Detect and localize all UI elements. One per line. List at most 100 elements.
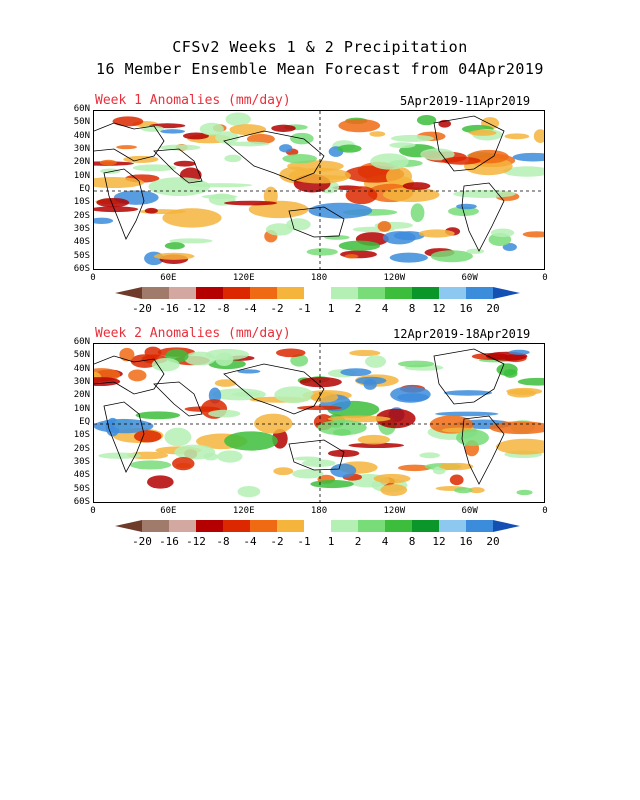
coastline: [461, 415, 505, 485]
lat-tick-label: 50N: [73, 350, 90, 361]
anomaly-blob: [217, 450, 243, 463]
anomaly-blob: [495, 438, 544, 455]
colorbar-swatch: [493, 520, 520, 532]
anomaly-blob: [172, 457, 195, 471]
colorbar-swatch: [115, 287, 142, 299]
anomaly-blob: [208, 409, 241, 418]
colorbar-label: 4: [381, 302, 389, 315]
anomaly-field: [94, 344, 544, 502]
lon-tick-label: 0: [90, 506, 96, 516]
anomaly-blob: [299, 376, 342, 388]
anomaly-blob: [369, 131, 386, 137]
lon-tick-label: 120W: [383, 506, 406, 516]
anomaly-blob: [224, 431, 278, 451]
anomaly-blob: [225, 112, 251, 126]
anomaly-blob: [133, 430, 162, 443]
anomaly-blob: [357, 434, 391, 445]
lon-tick-label: 0: [90, 273, 96, 283]
anomaly-blob: [164, 242, 185, 250]
lat-tick-label: 20N: [73, 157, 90, 168]
anomaly-blob: [164, 427, 192, 447]
coastline: [433, 115, 505, 172]
anomaly-blob: [468, 129, 497, 136]
colorbar-label: -2: [270, 535, 284, 548]
lat-tick-label: 10S: [73, 197, 90, 208]
anomaly-blob: [439, 462, 474, 471]
lat-tick-label: 10N: [73, 403, 90, 414]
anomaly-blob: [237, 485, 261, 498]
anomaly-blob: [345, 186, 378, 205]
colorbar-label: 8: [408, 535, 416, 548]
anomaly-blob: [377, 221, 392, 232]
lat-tick-label: 40N: [73, 130, 90, 141]
colorbar-swatch: [196, 520, 223, 532]
colorbar-swatch: [493, 287, 520, 299]
lon-tick-label: 180: [310, 506, 328, 516]
colorbar-swatch: [250, 520, 277, 532]
coastline: [461, 182, 505, 252]
anomaly-blob: [275, 348, 306, 358]
anomaly-blob: [265, 223, 293, 236]
anomaly-blob: [159, 144, 201, 151]
anomaly-blob: [443, 390, 493, 396]
anomaly-blob: [533, 129, 544, 143]
colorbar-swatch: [196, 287, 223, 299]
coastline: [433, 348, 505, 405]
panel-week2-title: Week 2 Anomalies (mm/day): [95, 326, 291, 341]
colorbar-week2: -20 -16 -12 -8 -4 -2 -1 1 2 4 8 12 16 20: [115, 520, 520, 548]
lat-tick-label: 20S: [73, 443, 90, 454]
lat-tick-label: 60N: [73, 104, 90, 114]
colorbar-swatches: [115, 287, 520, 299]
lon-tick-label: 60E: [160, 506, 177, 516]
anomaly-blob: [306, 248, 338, 256]
coastline: [153, 148, 203, 184]
anomaly-blob: [516, 489, 533, 496]
panel-week1-title: Week 1 Anomalies (mm/day): [95, 93, 291, 108]
anomaly-blob: [390, 134, 435, 142]
anomaly-blob: [229, 124, 267, 136]
anomaly-blob: [390, 386, 431, 403]
colorbar-label: -20: [132, 302, 152, 315]
lon-tick-label: 60W: [461, 273, 478, 283]
lat-tick-label: 30N: [73, 144, 90, 154]
colorbar-swatch: [142, 520, 169, 532]
anomaly-blob: [418, 229, 455, 238]
anomaly-blob: [502, 243, 517, 252]
colorbar-label: 8: [408, 302, 416, 315]
lat-tick-label: EQ: [79, 417, 90, 427]
lat-tick-label: 50N: [73, 117, 90, 128]
colorbar-swatch: [439, 287, 466, 299]
colorbar-week1: -20 -16 -12 -8 -4 -2 -1 1 2 4 8 12 16 20: [115, 287, 520, 315]
colorbar-swatch: [331, 287, 358, 299]
anomaly-blob: [225, 141, 270, 147]
anomaly-blob: [99, 159, 117, 166]
anomaly-blob: [522, 231, 544, 238]
panel-week2-dates: 12Apr2019-18Apr2019: [393, 327, 531, 341]
anomaly-blob: [310, 479, 354, 489]
colorbar-swatch: [439, 520, 466, 532]
anomaly-blob: [292, 469, 324, 479]
lat-tick-label: 60N: [73, 337, 90, 347]
anomaly-blob: [506, 387, 543, 395]
lon-tick-label: 180: [310, 273, 328, 283]
colorbar-swatch: [331, 520, 358, 532]
lat-tick-label: 30S: [73, 457, 90, 467]
coastline: [288, 206, 345, 238]
anomaly-blob: [337, 144, 362, 153]
anomaly-blob: [398, 464, 432, 472]
colorbar-swatch: [223, 287, 250, 299]
anomaly-blob: [382, 231, 416, 245]
figure-title-line2: 16 Member Ensemble Mean Forecast from 04…: [96, 60, 544, 78]
anomaly-blob: [490, 228, 515, 238]
anomaly-blob: [271, 124, 296, 132]
map-week2: [93, 343, 545, 503]
anomaly-blob: [274, 386, 314, 404]
colorbar-swatch: [277, 287, 304, 299]
coastline: [223, 130, 325, 182]
figure-title-line1: CFSv2 Weeks 1 & 2 Precipitation: [172, 38, 468, 56]
anomaly-blob: [273, 467, 294, 476]
lat-tick-label: 20N: [73, 390, 90, 401]
lat-tick-label: 50S: [73, 250, 90, 261]
colorbar-swatch: [304, 520, 331, 532]
anomaly-blob: [389, 142, 416, 149]
